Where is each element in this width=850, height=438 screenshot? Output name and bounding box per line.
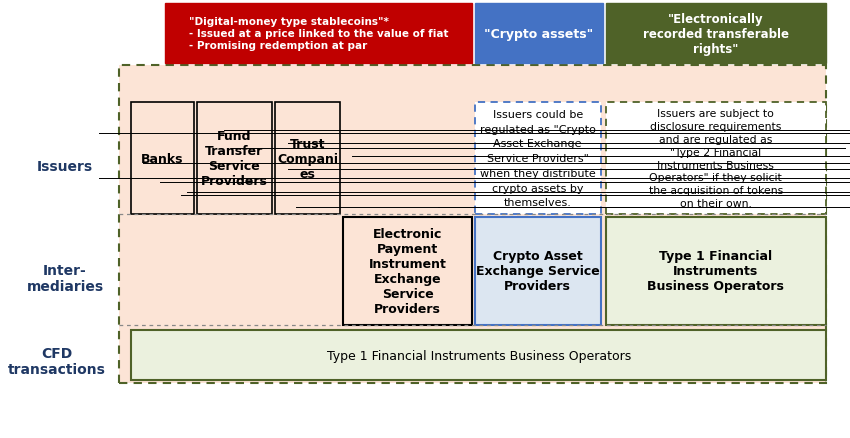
Text: "Digital-money type stablecoins"*
- Issued at a price linked to the value of fia: "Digital-money type stablecoins"* - Issu…: [189, 18, 448, 50]
FancyBboxPatch shape: [132, 331, 826, 380]
Text: and are regulated as: and are regulated as: [659, 134, 773, 145]
Text: crypto assets by: crypto assets by: [492, 183, 583, 193]
Text: "Crypto assets": "Crypto assets": [484, 28, 593, 40]
Text: Issuers: Issuers: [37, 159, 93, 173]
FancyBboxPatch shape: [197, 103, 272, 215]
FancyBboxPatch shape: [165, 4, 472, 64]
Text: Banks: Banks: [141, 152, 184, 165]
FancyBboxPatch shape: [343, 218, 472, 325]
Text: themselves.: themselves.: [504, 198, 571, 208]
Text: Crypto Asset
Exchange Service
Providers: Crypto Asset Exchange Service Providers: [476, 250, 599, 293]
Text: Fund
Transfer
Service
Providers: Fund Transfer Service Providers: [201, 130, 268, 188]
Text: Type 1 Financial
Instruments
Business Operators: Type 1 Financial Instruments Business Op…: [648, 250, 785, 293]
FancyBboxPatch shape: [606, 103, 826, 215]
FancyBboxPatch shape: [606, 218, 826, 325]
FancyBboxPatch shape: [474, 218, 601, 325]
Text: "Type 2 Financial: "Type 2 Financial: [671, 147, 762, 157]
Text: Electronic
Payment
Instrument
Exchange
Service
Providers: Electronic Payment Instrument Exchange S…: [369, 227, 446, 315]
Text: Service Providers": Service Providers": [487, 154, 588, 164]
Text: when they distribute: when they distribute: [479, 169, 596, 178]
Text: Trust
Compani
es: Trust Compani es: [277, 138, 338, 180]
Text: Issuers could be: Issuers could be: [492, 110, 583, 120]
Text: Issuers are subject to: Issuers are subject to: [657, 109, 774, 119]
FancyBboxPatch shape: [474, 103, 601, 215]
FancyBboxPatch shape: [474, 4, 604, 64]
FancyBboxPatch shape: [275, 103, 340, 215]
FancyBboxPatch shape: [119, 66, 826, 383]
FancyBboxPatch shape: [132, 103, 194, 215]
Text: CFD
transactions: CFD transactions: [8, 346, 105, 376]
Text: Instruments Business: Instruments Business: [657, 160, 774, 170]
Text: Asset Exchange: Asset Exchange: [493, 139, 582, 149]
Text: disclosure requirements: disclosure requirements: [650, 122, 781, 131]
Text: Operators" if they solicit: Operators" if they solicit: [649, 173, 782, 183]
Text: Type 1 Financial Instruments Business Operators: Type 1 Financial Instruments Business Op…: [326, 349, 631, 362]
Text: regulated as "Crypto: regulated as "Crypto: [479, 124, 596, 134]
Text: the acquisition of tokens: the acquisition of tokens: [649, 186, 783, 196]
Text: on their own.: on their own.: [680, 199, 751, 209]
Text: "Electronically
recorded transferable
rights": "Electronically recorded transferable ri…: [643, 13, 789, 55]
Text: Inter-
mediaries: Inter- mediaries: [26, 263, 104, 293]
FancyBboxPatch shape: [606, 4, 826, 64]
